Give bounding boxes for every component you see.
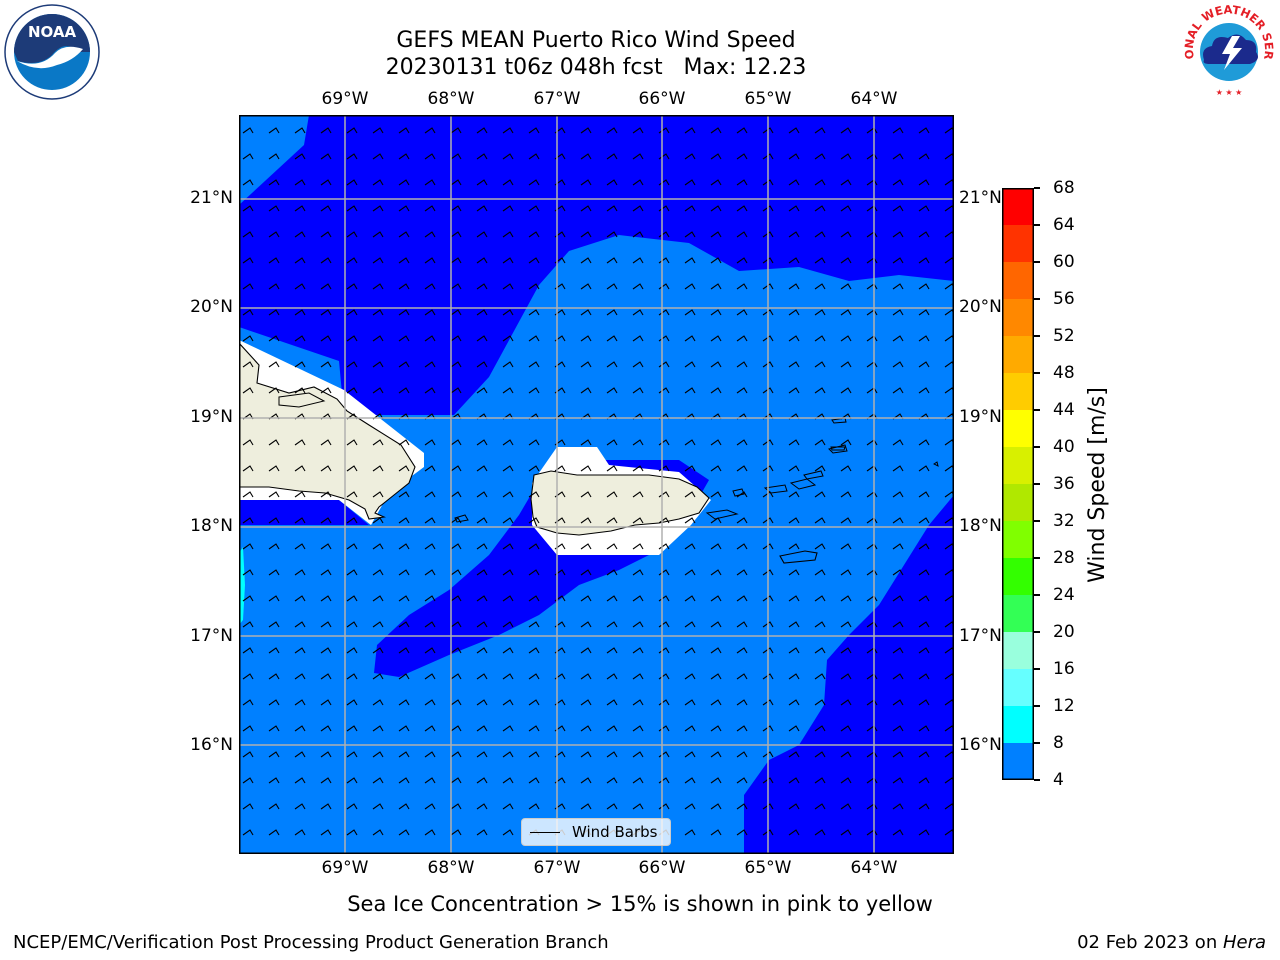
colorbar-tick-label: 40 xyxy=(1053,437,1075,457)
wind-barbs-legend-line xyxy=(530,832,560,833)
colorbar-segment xyxy=(1002,632,1034,670)
lat-label-right-17n: 17°N xyxy=(959,626,1002,646)
colorbar-tick-mark xyxy=(1034,631,1040,633)
nws-logo: NATIONAL WEATHER SERVICE ★ ★ ★ xyxy=(1175,0,1278,100)
lon-label-bottom-65w: 65°W xyxy=(744,858,792,878)
map-title-line-2: 20230131 t06z 048h fcst Max: 12.23 xyxy=(385,55,807,80)
colorbar-tick-label: 32 xyxy=(1053,511,1075,531)
lat-label-left-20n: 20°N xyxy=(190,297,233,317)
colorbar-tick-label: 68 xyxy=(1053,178,1075,198)
colorbar-label: Wind Speed [m/s] xyxy=(1085,387,1110,583)
lat-label-right-20n: 20°N xyxy=(959,297,1002,317)
footer-host: Hera xyxy=(1222,932,1266,953)
colorbar-segment xyxy=(1002,188,1034,226)
colorbar-tick-mark xyxy=(1034,594,1040,596)
colorbar-tick-label: 20 xyxy=(1053,622,1075,642)
lon-label-bottom-67w: 67°W xyxy=(533,858,581,878)
colorbar-tick-label: 28 xyxy=(1053,548,1075,568)
colorbar-tick-mark xyxy=(1034,705,1040,707)
lat-label-left-16n: 16°N xyxy=(190,735,233,755)
colorbar-tick-mark xyxy=(1034,409,1040,411)
colorbar-segment xyxy=(1002,225,1034,263)
colorbar-tick-mark xyxy=(1034,483,1040,485)
colorbar-tick-label: 24 xyxy=(1053,585,1075,605)
lon-label-bottom-68w: 68°W xyxy=(427,858,475,878)
colorbar-tick-mark xyxy=(1034,742,1040,744)
colorbar-tick-mark xyxy=(1034,446,1040,448)
colorbar-segment xyxy=(1002,743,1034,781)
lat-label-left-21n: 21°N xyxy=(190,188,233,208)
noaa-logo-text: NOAA xyxy=(28,23,77,41)
lon-label-bottom-64w: 64°W xyxy=(850,858,898,878)
lat-label-right-19n: 19°N xyxy=(959,407,1002,427)
colorbar-tick-label: 4 xyxy=(1053,770,1064,790)
colorbar-segment xyxy=(1002,484,1034,522)
lon-label-top-64w: 64°W xyxy=(850,89,898,109)
wind-speed-map xyxy=(238,115,954,854)
colorbar-tick-mark xyxy=(1034,261,1040,263)
colorbar-tick-mark xyxy=(1034,187,1040,189)
map-legend: Wind Barbs xyxy=(521,818,671,846)
lat-label-right-18n: 18°N xyxy=(959,516,1002,536)
colorbar-tick-label: 36 xyxy=(1053,474,1075,494)
svg-text:★ ★ ★: ★ ★ ★ xyxy=(1216,88,1243,97)
colorbar-tick-mark xyxy=(1034,779,1040,781)
lon-label-top-67w: 67°W xyxy=(533,89,581,109)
lon-label-bottom-69w: 69°W xyxy=(321,858,369,878)
sea-ice-caption: Sea Ice Concentration > 15% is shown in … xyxy=(347,892,933,916)
map-frame xyxy=(239,115,954,854)
lat-label-left-17n: 17°N xyxy=(190,626,233,646)
footer-branch: NCEP/EMC/Verification Post Processing Pr… xyxy=(13,932,609,953)
colorbar-segment xyxy=(1002,373,1034,411)
colorbar-tick-mark xyxy=(1034,335,1040,337)
lat-label-right-21n: 21°N xyxy=(959,188,1002,208)
wind-barbs-legend-label: Wind Barbs xyxy=(572,823,658,841)
colorbar-tick-label: 60 xyxy=(1053,252,1075,272)
colorbar-segment xyxy=(1002,706,1034,744)
colorbar-tick-mark xyxy=(1034,372,1040,374)
colorbar-tick-label: 44 xyxy=(1053,400,1075,420)
lon-label-top-69w: 69°W xyxy=(321,89,369,109)
colorbar-tick-mark xyxy=(1034,224,1040,226)
colorbar-segment xyxy=(1002,595,1034,633)
map-title-line-1: GEFS MEAN Puerto Rico Wind Speed xyxy=(396,28,796,53)
colorbar-segment xyxy=(1002,410,1034,448)
lat-label-right-16n: 16°N xyxy=(959,735,1002,755)
noaa-logo: NOAA xyxy=(3,3,101,101)
colorbar-tick-mark xyxy=(1034,557,1040,559)
colorbar-segment xyxy=(1002,262,1034,300)
colorbar-tick-label: 52 xyxy=(1053,326,1075,346)
colorbar-tick-label: 16 xyxy=(1053,659,1075,679)
colorbar-tick-mark xyxy=(1034,298,1040,300)
colorbar-segment xyxy=(1002,558,1034,596)
colorbar-segment xyxy=(1002,669,1034,707)
lon-label-bottom-66w: 66°W xyxy=(638,858,686,878)
lon-label-top-66w: 66°W xyxy=(638,89,686,109)
lat-label-left-18n: 18°N xyxy=(190,516,233,536)
footer-date-text: 02 Feb 2023 on xyxy=(1077,932,1223,953)
colorbar-tick-mark xyxy=(1034,520,1040,522)
map-gridlines xyxy=(239,115,954,854)
colorbar-segment xyxy=(1002,336,1034,374)
lat-label-left-19n: 19°N xyxy=(190,407,233,427)
colorbar-tick-mark xyxy=(1034,668,1040,670)
colorbar-segment xyxy=(1002,447,1034,485)
colorbar-tick-label: 12 xyxy=(1053,696,1075,716)
colorbar-tick-label: 48 xyxy=(1053,363,1075,383)
footer-date: 02 Feb 2023 on Hera xyxy=(1077,932,1266,954)
colorbar-tick-label: 64 xyxy=(1053,215,1075,235)
colorbar-tick-label: 56 xyxy=(1053,289,1075,309)
wind-barbs-field xyxy=(239,115,954,854)
lon-label-top-68w: 68°W xyxy=(427,89,475,109)
colorbar-segment xyxy=(1002,521,1034,559)
colorbar-tick-label: 8 xyxy=(1053,733,1064,753)
colorbar xyxy=(1002,188,1034,781)
colorbar-segment xyxy=(1002,299,1034,337)
lon-label-top-65w: 65°W xyxy=(744,89,792,109)
colorbar-frame xyxy=(1002,188,1034,780)
